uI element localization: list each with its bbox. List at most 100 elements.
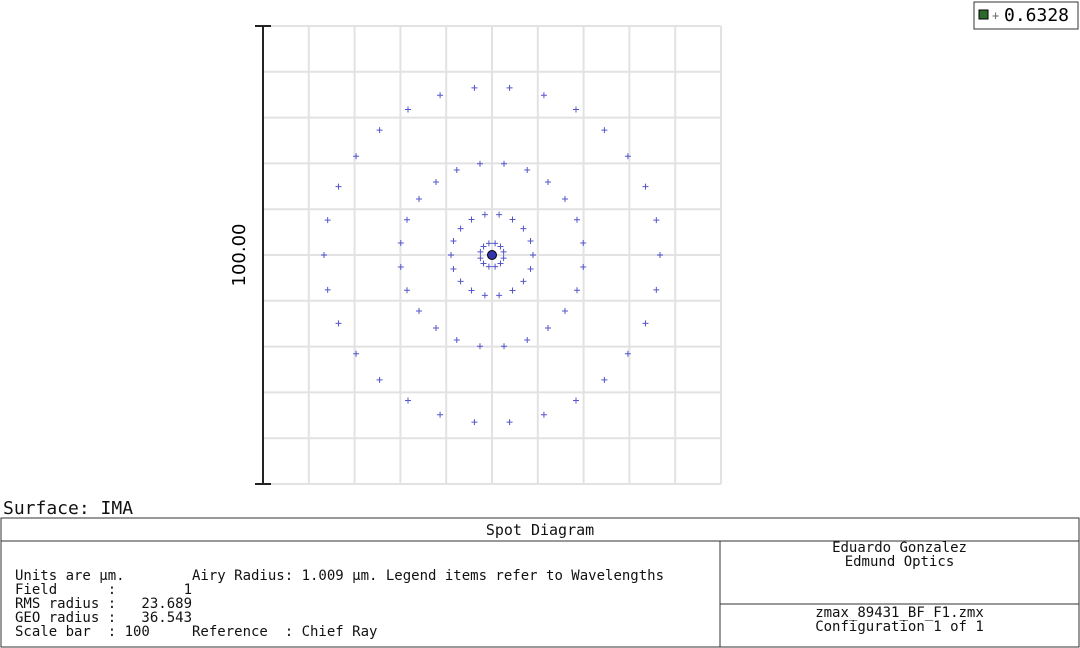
spot [324, 217, 331, 224]
spot [642, 320, 649, 327]
spot [580, 264, 587, 271]
spot [601, 376, 608, 383]
spot [624, 153, 631, 160]
legend-wavelength: 0.6328 [1004, 5, 1069, 26]
spot [497, 260, 504, 267]
spot [527, 237, 534, 244]
spot [509, 287, 516, 294]
spot [324, 286, 331, 293]
spot [509, 216, 516, 223]
spot [397, 264, 404, 271]
spot [321, 252, 327, 258]
spot [492, 240, 499, 247]
spot [520, 278, 527, 285]
spot [657, 252, 663, 258]
info-line: Field : 1 [15, 582, 193, 598]
spot [481, 211, 488, 218]
spot [405, 106, 411, 113]
spot [476, 160, 483, 167]
spot [448, 252, 454, 258]
spots [321, 84, 663, 426]
spot [405, 397, 411, 404]
info-line: Scale bar : 100 Reference : Chief Ray [15, 624, 378, 640]
info-line: GEO radius : 36.543 [15, 610, 193, 626]
spot [416, 195, 423, 202]
info-line: Units are µm. Airy Radius: 1.009 µm. Leg… [15, 568, 665, 584]
author-line: Eduardo Gonzalez [832, 540, 967, 556]
spot [437, 411, 444, 418]
spot [453, 336, 460, 343]
spot [524, 336, 531, 343]
spot [404, 287, 411, 294]
spot [497, 243, 504, 250]
file-line: Configuration 1 of 1 [815, 619, 984, 635]
spot [624, 350, 631, 357]
spot [580, 239, 587, 246]
spot [530, 252, 536, 258]
spot [453, 167, 460, 174]
file-line: zmax_89431_BF_F1.zmx [815, 605, 984, 621]
chief-ray-spot [487, 250, 497, 260]
spot [496, 292, 503, 299]
spot [506, 84, 513, 91]
spot [485, 240, 492, 247]
info-title: Spot Diagram [485, 521, 595, 539]
spot [376, 376, 383, 383]
spot [481, 292, 488, 299]
spot [573, 106, 579, 113]
spot [397, 239, 404, 246]
legend-marker: + [992, 9, 999, 23]
grid [262, 25, 722, 485]
spot [642, 183, 649, 190]
spot [471, 84, 478, 91]
spot [468, 216, 475, 223]
spot [573, 216, 580, 223]
spot [376, 127, 383, 134]
spot [501, 160, 508, 167]
spot [501, 343, 508, 350]
info-box [0, 517, 1080, 648]
spot [496, 211, 503, 218]
spot [476, 343, 483, 350]
spot [500, 255, 507, 262]
spot [416, 308, 423, 315]
spot [573, 287, 580, 294]
spot [492, 263, 499, 270]
spot [561, 195, 568, 202]
spot [540, 411, 547, 418]
spot [527, 266, 534, 273]
spot [485, 263, 492, 270]
spot [653, 217, 660, 224]
spot [457, 278, 464, 285]
spot [335, 320, 342, 327]
spot [353, 153, 360, 160]
spot [432, 179, 439, 186]
spot [561, 308, 568, 315]
spot [480, 243, 487, 250]
spot [335, 183, 342, 190]
spot [540, 92, 547, 99]
spot [520, 225, 527, 232]
info-line: RMS radius : 23.689 [15, 596, 193, 612]
spot [450, 237, 457, 244]
spot [480, 260, 487, 267]
spot [506, 419, 513, 426]
legend-box [973, 1, 1079, 30]
spot [653, 286, 660, 293]
spot [545, 179, 552, 186]
spot [573, 397, 579, 404]
spot [477, 255, 484, 262]
spot [545, 324, 552, 331]
spot [500, 248, 507, 255]
surface-label: Surface: IMA [3, 498, 134, 519]
spot [457, 225, 464, 232]
spot [450, 266, 457, 273]
spot [432, 324, 439, 331]
spot [468, 287, 475, 294]
legend-icon [978, 9, 989, 20]
spot [601, 127, 608, 134]
spot [471, 419, 478, 426]
spot [404, 216, 411, 223]
